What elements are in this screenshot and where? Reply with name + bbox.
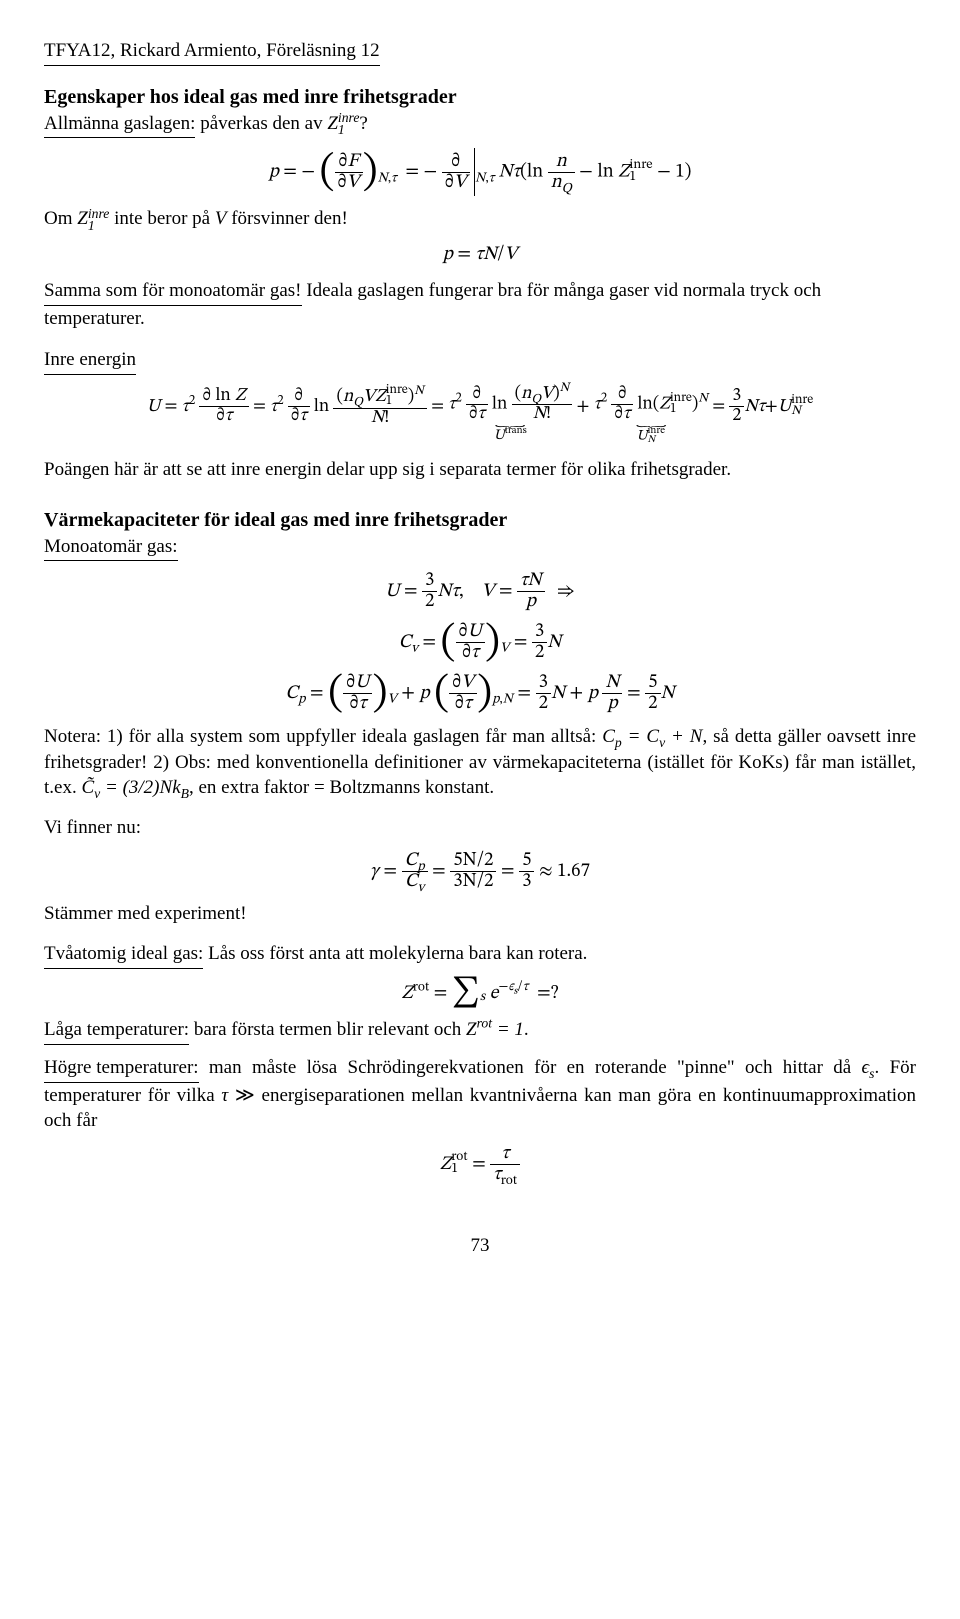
tvaatomig-line: Tvåatomig ideal gas: Lås oss först anta … bbox=[44, 941, 916, 969]
eq-Z1rot: Zrot1 = ττrot bbox=[44, 1144, 916, 1185]
page-number: 73 bbox=[44, 1233, 916, 1259]
subheading-allmanna: Allmänna gaslagen: påverkas den av Zinre… bbox=[44, 111, 916, 139]
eq-p-partial: p = − (∂F∂V)N,τ = − ∂∂V N,τ Nτ(ln nnQ − … bbox=[44, 148, 916, 196]
samma-underlined: Samma som för monoatomär gas! bbox=[44, 278, 302, 306]
allmanna-text: påverkas den av bbox=[195, 113, 327, 134]
z1inre-symbol: Zinre1 bbox=[327, 113, 359, 134]
heading-properties: Egenskaper hos ideal gas med inre frihet… bbox=[44, 84, 916, 111]
allmanna-label: Allmänna gaslagen: bbox=[44, 111, 195, 139]
stammer-line: Stämmer med experiment! bbox=[44, 901, 916, 927]
om-z1inre-line: Om Zinre1 inte beror på V försvinner den… bbox=[44, 206, 916, 232]
eq-U-chain: U = τ2 ∂ ln Z∂τ = τ2 ∂∂τ ln (nQVZinre1)N… bbox=[44, 385, 916, 447]
eq-gamma: γ = CpCv = 5N/23N/2 = 53 ≈ 1.67 bbox=[44, 851, 916, 892]
z1inre-inline: Zinre1 bbox=[77, 208, 109, 229]
laga-line: Låga temperaturer: bara första termen bl… bbox=[44, 1017, 916, 1045]
heading-heat-capacities: Värmekapaciteter för ideal gas med inre … bbox=[44, 507, 916, 534]
samma-paragraph: Samma som för monoatomär gas! Ideala gas… bbox=[44, 278, 916, 331]
course-header-text: TFYA12, Rickard Armiento, Föreläsning 12 bbox=[44, 38, 380, 66]
eq-Cv: Cv = (∂U∂τ)V = 32N bbox=[44, 622, 916, 663]
inre-energin-label: Inre energin bbox=[44, 347, 916, 375]
eq-U-V-mono: U = 32Nτ, V = τNp ⇒ bbox=[44, 571, 916, 612]
eq-Cp: Cp = (∂U∂τ)V + p (∂V∂τ)p,N = 32N + p Np … bbox=[44, 673, 916, 714]
hogre-paragraph: Högre temperaturer: man måste lösa Schrö… bbox=[44, 1055, 916, 1134]
allmanna-q: ? bbox=[359, 113, 367, 134]
eq-p-tauNV: p = τN/V bbox=[44, 242, 916, 268]
course-header: TFYA12, Rickard Armiento, Föreläsning 12 bbox=[44, 38, 916, 66]
vi-finner-label: Vi finner nu: bbox=[44, 815, 916, 841]
poang-paragraph: Poängen här är att se att inre energin d… bbox=[44, 457, 916, 483]
eq-Zrot-sum: Zrot = ∑s e−ϵs/τ =? bbox=[44, 979, 916, 1008]
notera-paragraph: Notera: 1) för alla system som uppfyller… bbox=[44, 724, 916, 801]
monoatomar-label: Monoatomär gas: bbox=[44, 534, 916, 562]
